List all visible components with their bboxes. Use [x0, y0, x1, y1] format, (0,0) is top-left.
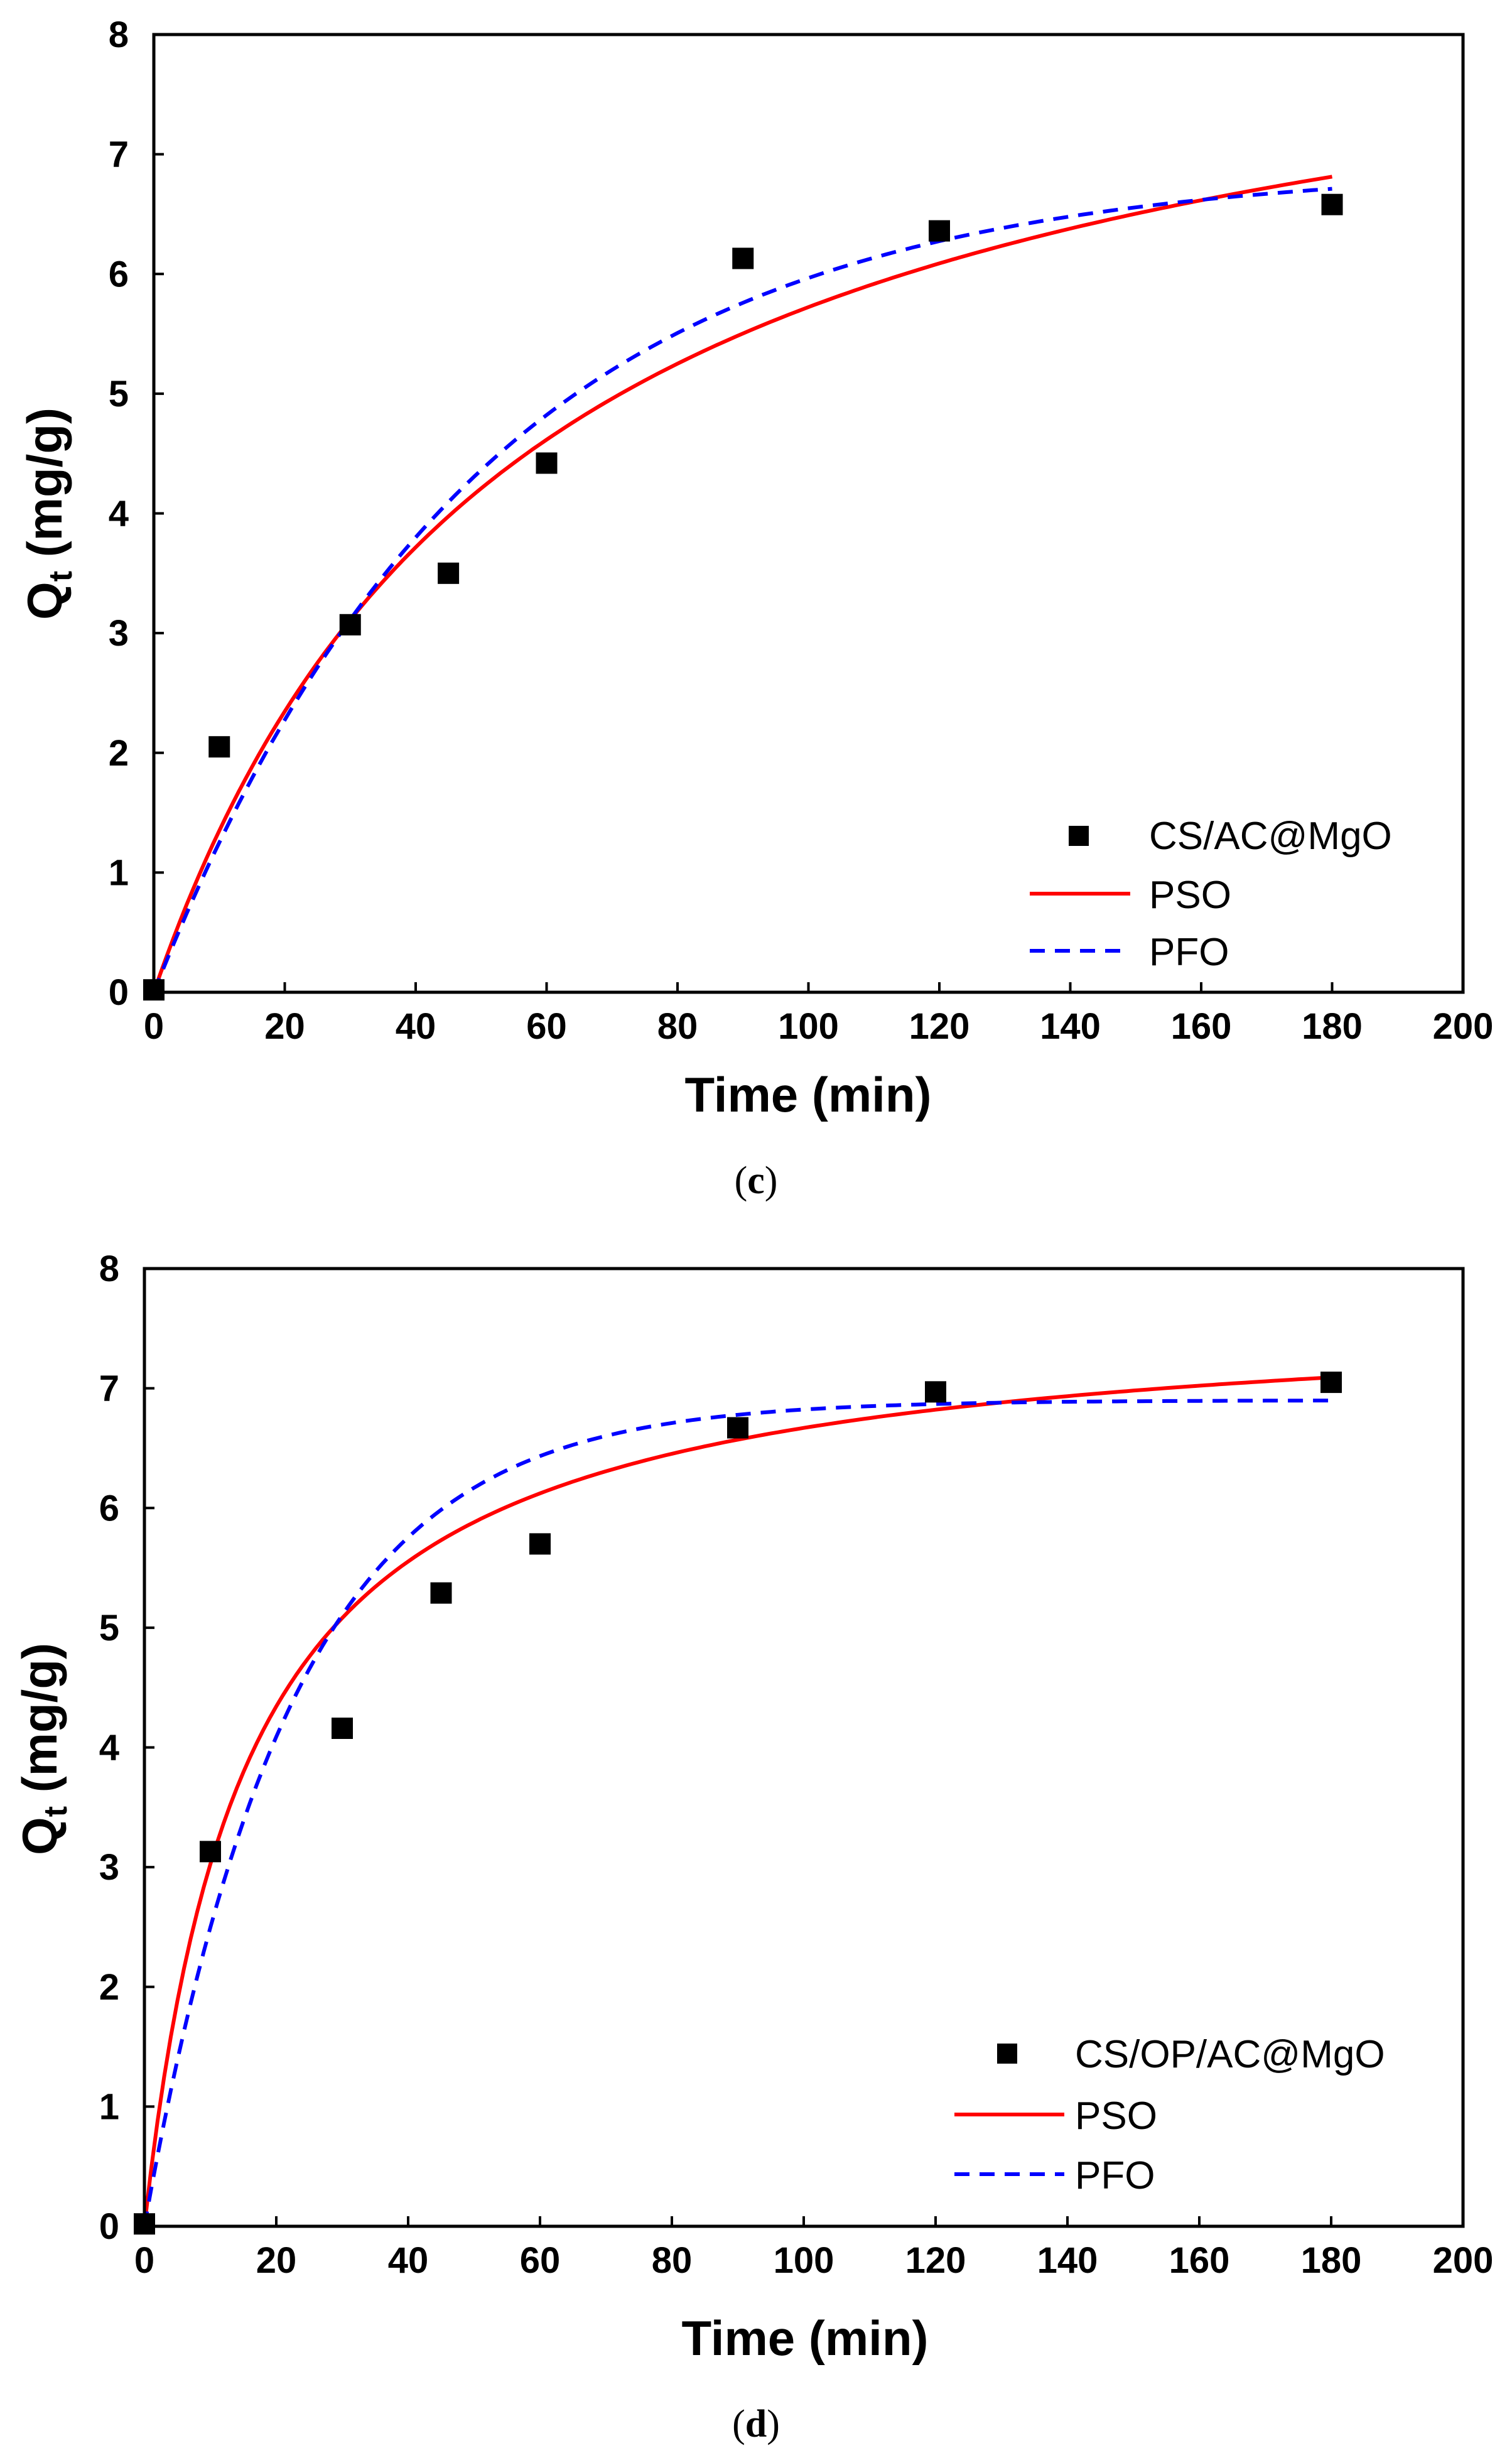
panel-c-legend-label-3: PFO [1149, 931, 1229, 974]
panel-d-data-points [134, 1372, 1342, 2235]
panel-d-data-point [200, 1841, 221, 1863]
panel-c-y-tick-label: 1 [109, 852, 129, 893]
panel-d-x-tick-label: 40 [388, 2240, 429, 2281]
panel-d-y-tick-label: 1 [99, 2086, 119, 2127]
panel-d-data-point [430, 1582, 452, 1604]
panel-d-plot-frame [143, 1267, 1465, 2228]
panel-d-x-tick-label: 80 [652, 2240, 693, 2281]
panel-d-legend-label-3: PFO [1075, 2154, 1155, 2197]
panel-d-data-point [1320, 1372, 1342, 1394]
panel-c-y-tick-label: 4 [109, 494, 129, 534]
panel-d-legend-marker [997, 2044, 1017, 2064]
panel-d-y-tick-label: 6 [99, 1488, 119, 1529]
panel-c-data-point [208, 736, 230, 758]
panel-c-x-tick-label: 200 [1433, 1006, 1494, 1047]
panel-c-x-tick-label: 120 [909, 1006, 970, 1047]
panel-d-data-point [332, 1718, 353, 1739]
panel-c-data-points [143, 193, 1343, 1001]
panel-d-legend-label-1: CS/OP/AC@MgO [1075, 2033, 1385, 2076]
panel-d-x-tick-label: 120 [905, 2240, 966, 2281]
panel-c-pfo-line [152, 187, 1332, 994]
panel-c-x-tick-label: 40 [396, 1006, 436, 1047]
panel-c-x-tick-label: 0 [144, 1006, 164, 1047]
panel-c-y-ticks: 0 1 2 3 4 5 6 7 8 [109, 14, 164, 1013]
panel-c-y-axis-title-sub: t [43, 571, 79, 582]
panel-d-pso-line [143, 1375, 1332, 2227]
panel-c-data-point [536, 452, 558, 474]
panel-d-x-tick-label: 200 [1433, 2240, 1494, 2281]
panel-c-legend-marker [1069, 826, 1089, 846]
panel-d-y-tick-label: 0 [99, 2206, 119, 2247]
panel-c-legend-label-2: PSO [1149, 874, 1231, 917]
panel-d-y-axis-title: Qt (mg/g) [12, 1643, 74, 1855]
panel-c-x-tick-label: 160 [1171, 1006, 1232, 1047]
panel-c-x-tick-label: 80 [657, 1006, 698, 1047]
panel-c-data-point [438, 562, 460, 584]
panel-d-y-tick-label: 7 [99, 1368, 119, 1409]
panel-c-y-axis-title-rest: (mg/g) [17, 408, 72, 571]
panel-d-x-tick-label: 100 [774, 2240, 834, 2281]
panel-c-y-tick-label: 7 [109, 134, 129, 175]
panel-c-x-axis-title: Time (min) [685, 1067, 932, 1122]
panel-d-legend-label-2: PSO [1075, 2094, 1157, 2138]
panel-c-y-tick-label: 6 [109, 254, 129, 295]
panel-d-y-axis-title-sub: t [38, 1806, 74, 1817]
panel-d-pfo-line [143, 1399, 1331, 2227]
panel-d-x-tick-label: 140 [1037, 2240, 1098, 2281]
panel-d-y-tick-label: 2 [99, 1967, 119, 2008]
panel-c-legend-label-1: CS/AC@MgO [1149, 815, 1392, 858]
panel-c-data-point [1321, 193, 1343, 215]
panel-c-y-tick-label: 2 [109, 733, 129, 774]
panel-c-y-axis-title: Qt (mg/g) [17, 408, 79, 620]
panel-d-x-ticks: 0 20 40 60 80 100 120 140 160 180 200 [134, 2216, 1494, 2281]
panel-d-x-tick-label: 160 [1169, 2240, 1230, 2281]
panel-c-plot-frame [152, 33, 1465, 994]
panel-d-y-tick-label: 3 [99, 1847, 119, 1888]
panel-d-y-ticks: 0 1 2 3 4 5 6 7 8 [99, 1248, 154, 2247]
panel-c-x-ticks: 0 20 40 60 80 100 120 140 160 180 200 [144, 982, 1494, 1047]
panel-d-x-tick-label: 20 [256, 2240, 297, 2281]
panel-d-y-axis-title-main: Q [12, 1817, 67, 1855]
panel-d-y-axis-title-rest: (mg/g) [12, 1643, 67, 1806]
panel-d-data-point [925, 1381, 946, 1403]
panel-d-legend: CS/OP/AC@MgO PSO PFO [954, 2033, 1385, 2197]
panel-c-y-tick-label: 8 [109, 14, 129, 55]
panel-d-x-tick-label: 0 [134, 2240, 154, 2281]
panel-c-y-axis-title-main: Q [17, 582, 72, 620]
panel-d-x-tick-label: 180 [1301, 2240, 1362, 2281]
panel-c-data-point [732, 247, 754, 269]
panel-c-x-tick-label: 60 [526, 1006, 567, 1047]
panel-c-legend: CS/AC@MgO PSO PFO [1030, 815, 1392, 974]
panel-d: 0 20 40 60 80 100 120 140 160 180 200 0 1 2 3 4 5 6 7 8 Ti… [12, 1248, 1493, 2445]
panel-d-y-tick-label: 4 [99, 1728, 119, 1768]
panel-c: 0 20 40 60 80 100 120 140 160 180 200 0 1 2 3 4 5 6 7 8 Ti… [17, 14, 1493, 1202]
panel-d-x-tick-label: 60 [520, 2240, 561, 2281]
panel-d-y-tick-label: 5 [99, 1608, 119, 1649]
panel-c-caption: (c) [735, 1159, 778, 1202]
panel-d-data-point [727, 1417, 748, 1439]
panel-d-data-point [529, 1533, 551, 1555]
panel-c-pso-line [152, 175, 1333, 993]
panel-d-x-axis-title: Time (min) [682, 2310, 929, 2366]
panel-c-x-tick-label: 100 [778, 1006, 839, 1047]
panel-c-x-tick-label: 140 [1040, 1006, 1101, 1047]
panel-c-data-point [339, 614, 361, 636]
panel-c-y-tick-label: 0 [109, 972, 129, 1013]
panel-c-x-tick-label: 20 [264, 1006, 305, 1047]
panel-c-x-tick-label: 180 [1302, 1006, 1363, 1047]
panel-d-caption: (d) [732, 2403, 780, 2445]
panel-c-data-point [929, 220, 950, 242]
panel-c-y-tick-label: 5 [109, 374, 129, 414]
panel-d-y-tick-label: 8 [99, 1248, 119, 1289]
panel-c-y-tick-label: 3 [109, 613, 129, 654]
